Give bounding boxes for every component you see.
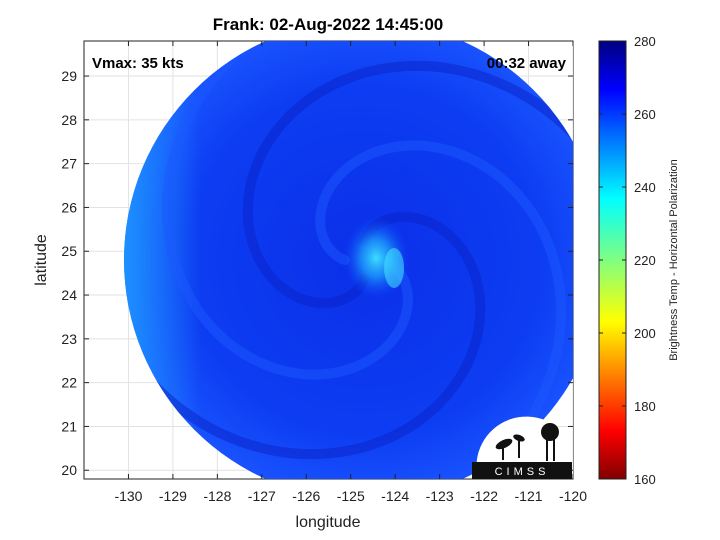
colorbar-tick-label: 260 — [634, 107, 656, 122]
x-tick-label: -127 — [248, 488, 276, 504]
x-tick-label: -126 — [292, 488, 320, 504]
y-tick-label: 22 — [61, 375, 77, 391]
x-axis-ticks: -130 -129 -128 -127 -126 -125 -124 -123 -122 -121… — [114, 41, 587, 504]
x-axis-label: longitude — [296, 514, 361, 531]
colorbar-tick-label: 180 — [634, 399, 656, 414]
colorbar-tick-label: 220 — [634, 253, 656, 268]
colorbar-tick-label: 200 — [634, 326, 656, 341]
x-tick-label: -124 — [381, 488, 409, 504]
spiral-band — [161, 42, 413, 380]
y-axis-ticks: 20 21 22 23 24 25 26 27 28 29 — [61, 68, 573, 478]
time-away-annotation: 00:32 away — [487, 55, 567, 72]
x-tick-label: -122 — [470, 488, 498, 504]
chart-title: Frank: 02-Aug-2022 14:45:00 — [213, 15, 444, 34]
spiral-band — [143, 211, 486, 460]
colorbar-tick-label: 160 — [634, 472, 656, 487]
y-tick-label: 27 — [61, 156, 77, 172]
y-tick-label: 21 — [61, 418, 77, 434]
colorbar-label: Brightness Temp - Horizontal Polarizatio… — [668, 159, 680, 361]
y-tick-label: 25 — [61, 243, 77, 259]
spiral-band — [242, 60, 573, 309]
convective-cell — [384, 248, 405, 288]
cimss-logo: CIMSS — [472, 416, 572, 479]
y-tick-label: 23 — [61, 331, 77, 347]
x-tick-label: -120 — [559, 488, 587, 504]
y-axis-label: latitude — [33, 234, 50, 286]
spiral-band — [315, 140, 567, 478]
y-tick-label: 24 — [61, 287, 77, 303]
colorbar-tick-label: 240 — [634, 180, 656, 195]
x-tick-label: -130 — [114, 488, 142, 504]
x-tick-label: -123 — [426, 488, 454, 504]
x-tick-label: -125 — [337, 488, 365, 504]
y-tick-label: 29 — [61, 68, 77, 84]
colorbar-ticks: 160 180 200 220 240 260 280 — [599, 34, 656, 487]
y-tick-label: 20 — [61, 462, 77, 478]
colorbar — [598, 40, 627, 480]
colorbar-tick-label: 280 — [634, 34, 656, 49]
y-tick-label: 26 — [61, 199, 77, 215]
vmax-annotation: Vmax: 35 kts — [92, 55, 184, 72]
x-tick-label: -121 — [515, 488, 543, 504]
y-tick-label: 28 — [61, 112, 77, 128]
cimss-logo-text: CIMSS — [495, 466, 550, 478]
x-tick-label: -129 — [159, 488, 187, 504]
x-tick-label: -128 — [203, 488, 231, 504]
